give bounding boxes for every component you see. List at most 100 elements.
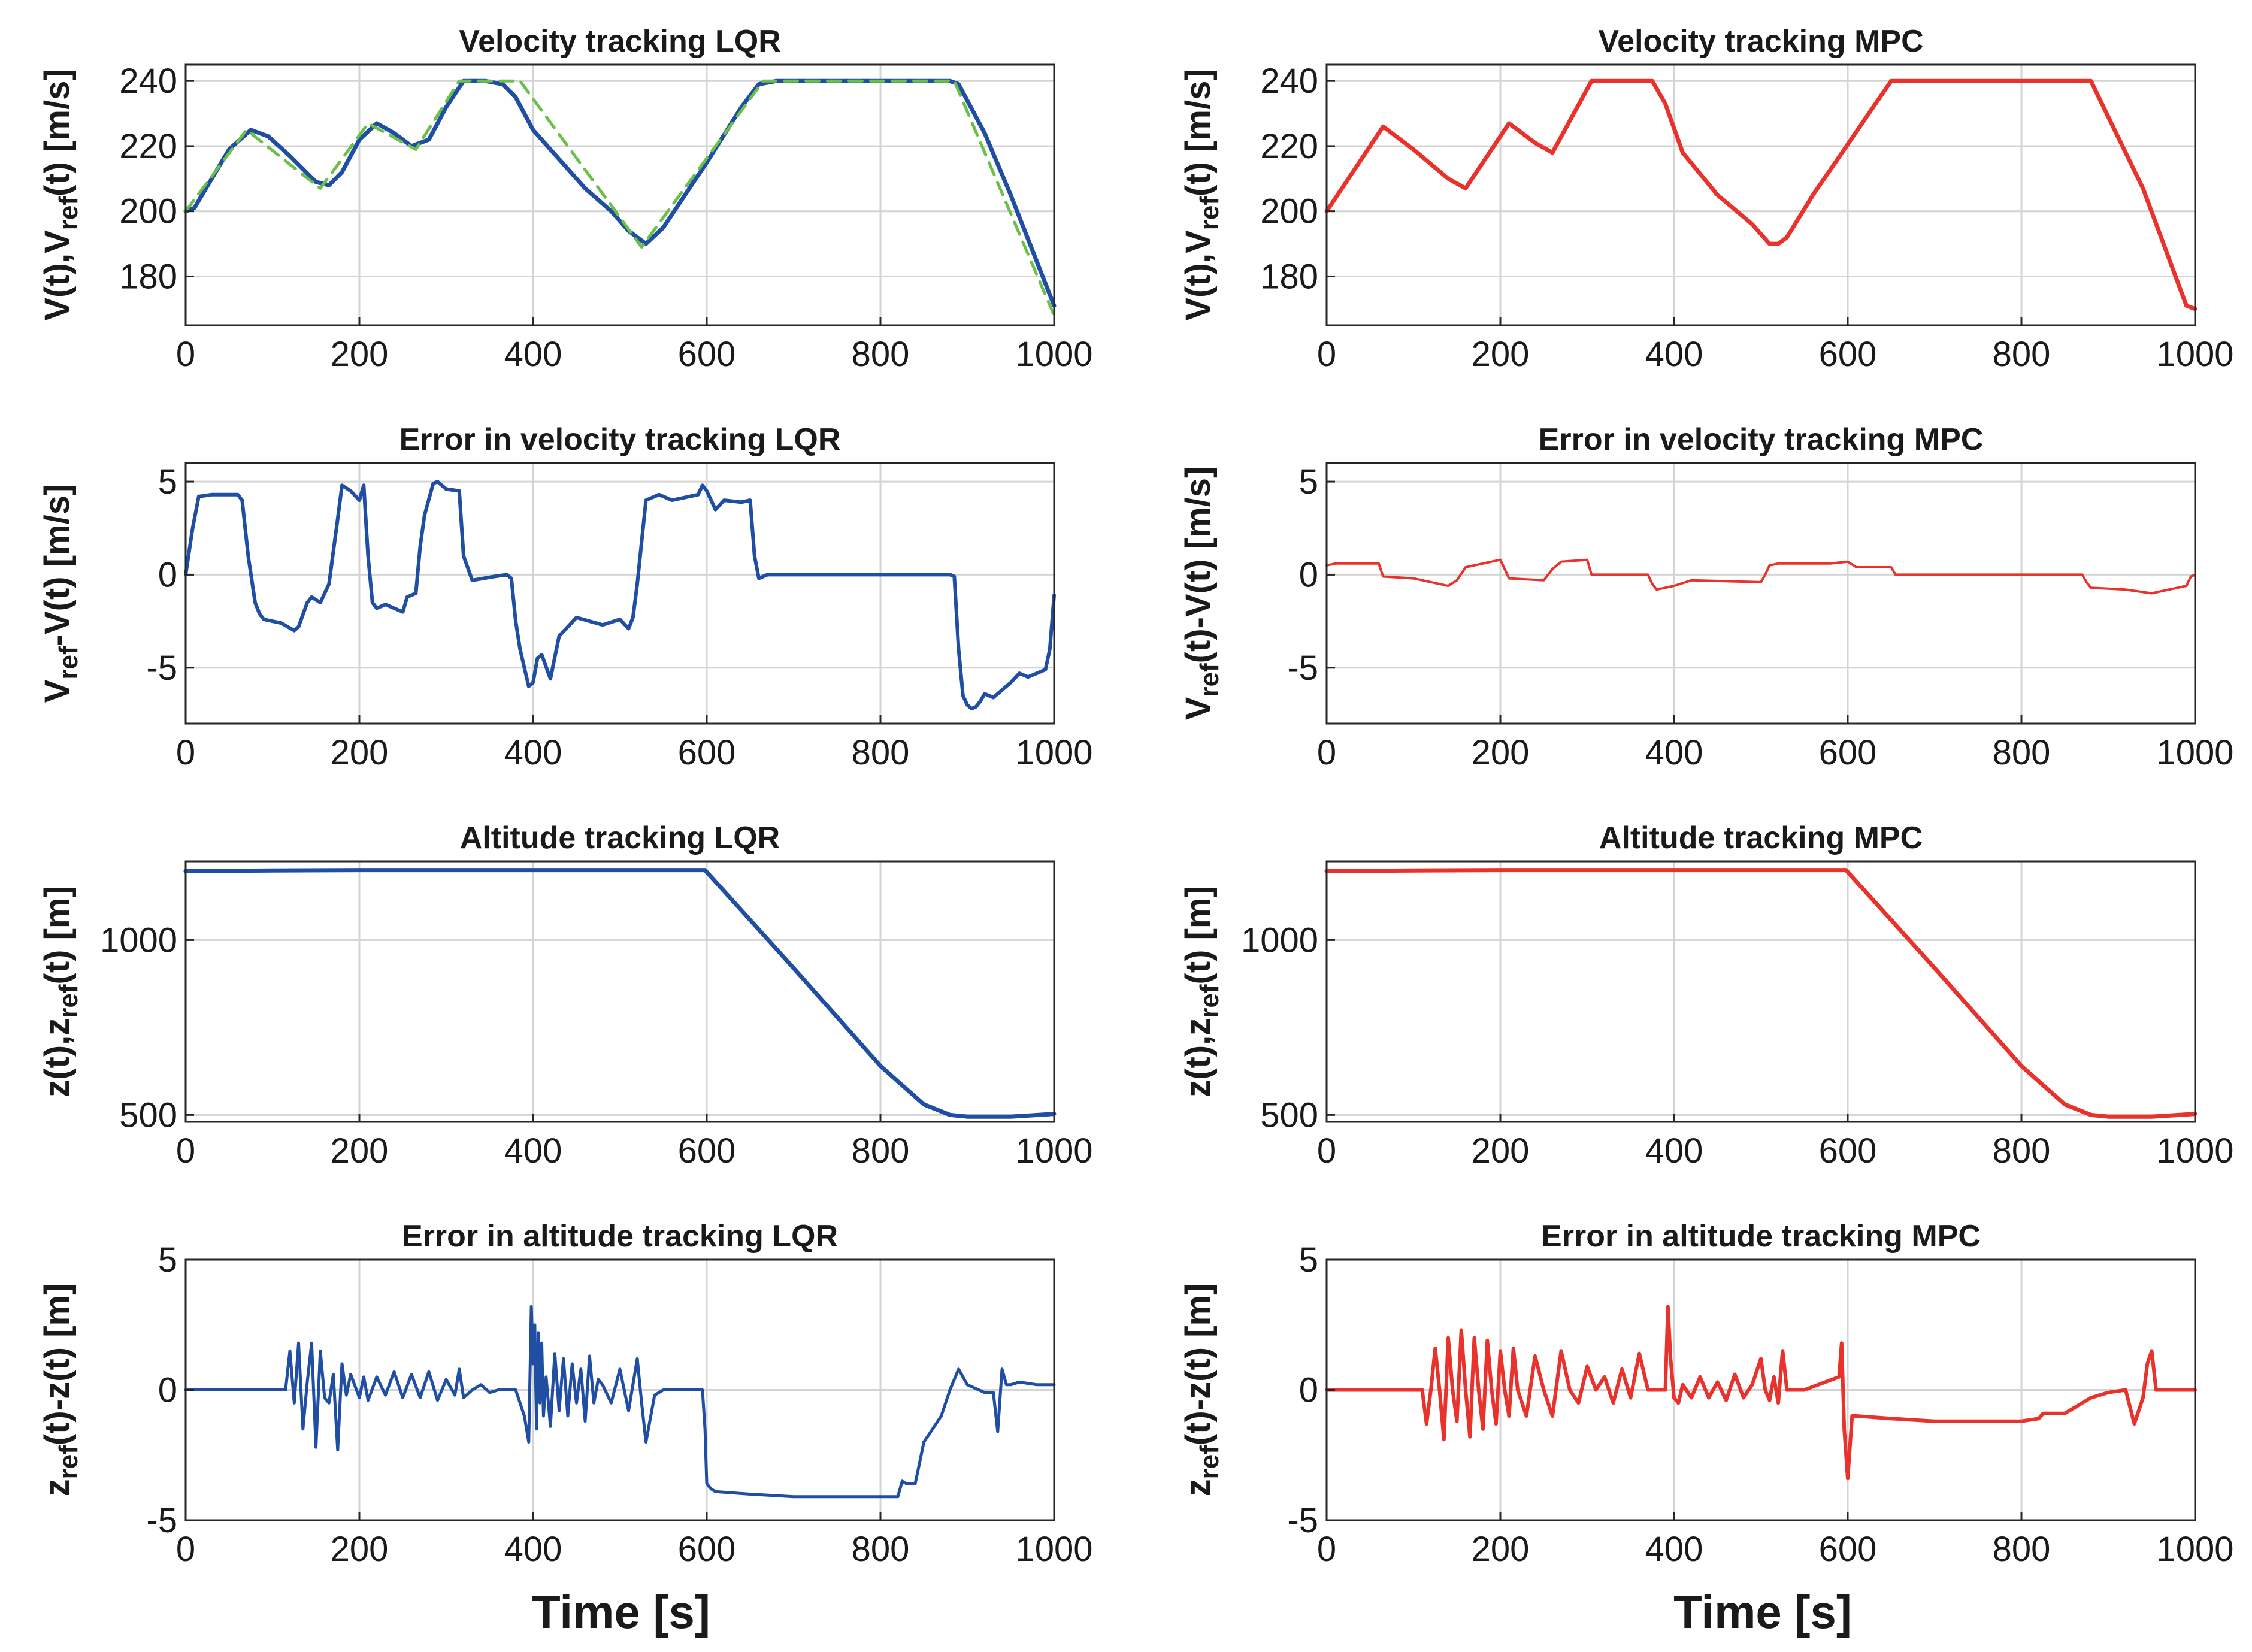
y-axis-label: V(t),Vref(t) [m/s] xyxy=(1179,69,1224,320)
chart-verr-mpc: 0 200 400 600 800 1000 -5 0 5 Error in velocity t… xyxy=(1179,422,2234,772)
axes-frame xyxy=(1325,860,2196,1123)
x-tick-label: 0 xyxy=(1317,1530,1336,1569)
y-tick-label: 5 xyxy=(1299,462,1318,501)
x-tick-label: 800 xyxy=(1993,1530,2051,1569)
x-tick-label: 800 xyxy=(852,335,910,374)
chart-alt-lqr: 0 200 400 600 800 1000 500 1000 Altitude trackin… xyxy=(38,821,1093,1170)
x-tick-label: 0 xyxy=(176,335,195,374)
axes-frame xyxy=(1325,63,2196,326)
x-tick-label: 200 xyxy=(1472,1131,1530,1170)
x-tick-label: 600 xyxy=(678,733,736,772)
axes-frame xyxy=(184,860,1055,1123)
x-tick-label: 200 xyxy=(331,1131,389,1170)
x-tick-label: 1000 xyxy=(1015,335,1092,374)
x-tick-label: 800 xyxy=(852,1131,910,1170)
y-tick-label: 180 xyxy=(119,257,177,296)
x-tick-label: 200 xyxy=(1472,733,1530,772)
y-axis-label: zref(t)-z(t) [m] xyxy=(38,1284,83,1497)
y-tick-label: 500 xyxy=(119,1096,177,1134)
x-tick-label: 200 xyxy=(1472,335,1530,374)
x-tick-label: 800 xyxy=(852,733,910,772)
series-line-error xyxy=(1325,558,2196,595)
series-line-v-t- xyxy=(1324,78,2197,311)
y-tick-label: 220 xyxy=(119,127,177,166)
x-tick-label: 0 xyxy=(1317,335,1336,374)
x-tick-label: 600 xyxy=(1819,1530,1877,1569)
y-tick-label: 180 xyxy=(1260,257,1318,296)
chart-title: Altitude tracking LQR xyxy=(460,821,780,855)
chart-title: Error in altitude tracking LQR xyxy=(402,1219,838,1254)
x-tick-label: 1000 xyxy=(2156,1530,2233,1569)
x-tick-label: 1000 xyxy=(2156,1131,2233,1170)
y-tick-label: 5 xyxy=(158,1240,177,1279)
x-axis-label-left: Time [s] xyxy=(532,1586,710,1638)
y-tick-label: -5 xyxy=(1287,1501,1318,1540)
chart-vel-mpc: 0 200 400 600 800 1000 180 200 220 240 Velocity tr… xyxy=(1179,24,2234,374)
chart-title: Velocity tracking LQR xyxy=(459,24,781,59)
series-line-v-ref-t- xyxy=(184,79,1056,317)
y-axis-label: V(t),Vref(t) [m/s] xyxy=(38,69,83,320)
y-tick-label: 0 xyxy=(1299,555,1318,594)
x-tick-label: 600 xyxy=(1819,733,1877,772)
x-tick-label: 400 xyxy=(504,1530,562,1569)
x-tick-label: 0 xyxy=(1317,1131,1336,1170)
x-tick-label: 200 xyxy=(1472,1530,1530,1569)
axes-frame xyxy=(1325,462,2196,725)
chart-title: Velocity tracking MPC xyxy=(1598,24,1923,59)
x-axis-label-right: Time [s] xyxy=(1673,1586,1852,1638)
y-tick-label: -5 xyxy=(1287,649,1318,688)
x-tick-label: 400 xyxy=(504,733,562,772)
chart-vel-lqr: 0 200 400 600 800 1000 180 200 220 240 Velocity tr… xyxy=(38,24,1093,374)
y-tick-label: 200 xyxy=(1260,192,1318,231)
axes-frame xyxy=(184,462,1055,725)
series-line-z-t- xyxy=(1324,868,2197,1119)
chart-title: Altitude tracking MPC xyxy=(1599,821,1923,855)
series-line-v-t- xyxy=(183,78,1057,308)
x-tick-label: 1000 xyxy=(1015,733,1092,772)
y-tick-label: 240 xyxy=(119,62,177,101)
x-tick-label: 1000 xyxy=(1015,1131,1092,1170)
x-tick-label: 400 xyxy=(1645,733,1703,772)
x-tick-label: 600 xyxy=(678,335,736,374)
x-tick-label: 800 xyxy=(1993,335,2051,374)
y-tick-label: 0 xyxy=(158,1371,177,1410)
x-tick-label: 400 xyxy=(1645,1131,1703,1170)
x-tick-label: 400 xyxy=(504,1131,562,1170)
y-axis-label: z(t),zref(t) [m] xyxy=(38,886,83,1097)
y-tick-label: -5 xyxy=(146,1501,177,1540)
x-tick-label: 1000 xyxy=(2156,733,2233,772)
panels: 0 200 400 600 800 1000 180 200 220 240 Velocity tr… xyxy=(38,24,2234,1569)
series-line-error xyxy=(184,480,1056,711)
x-tick-label: 1000 xyxy=(1015,1530,1092,1569)
x-tick-label: 400 xyxy=(1645,1530,1703,1569)
x-tick-label: 400 xyxy=(504,335,562,374)
x-tick-label: 600 xyxy=(678,1530,736,1569)
y-tick-label: 240 xyxy=(1260,62,1318,101)
y-tick-label: 5 xyxy=(1299,1240,1318,1279)
y-tick-label: 500 xyxy=(1260,1096,1318,1134)
x-tick-label: 400 xyxy=(1645,335,1703,374)
y-axis-label: zref(t)-z(t) [m] xyxy=(1179,1284,1224,1497)
y-tick-label: 0 xyxy=(158,555,177,594)
chart-alt-mpc: 0 200 400 600 800 1000 500 1000 Altitude trackin… xyxy=(1179,821,2234,1170)
chart-title: Error in velocity tracking MPC xyxy=(1539,422,1984,457)
x-tick-label: 800 xyxy=(852,1530,910,1569)
axes-frame xyxy=(184,63,1055,326)
y-axis-label: Vref-V(t) [m/s] xyxy=(38,484,83,703)
x-tick-label: 200 xyxy=(331,1530,389,1569)
x-tick-label: 600 xyxy=(678,1131,736,1170)
y-tick-label: 5 xyxy=(158,462,177,501)
x-tick-label: 200 xyxy=(331,733,389,772)
x-tick-label: 0 xyxy=(176,1530,195,1569)
y-tick-label: 0 xyxy=(1299,1371,1318,1410)
x-tick-label: 0 xyxy=(176,733,195,772)
series-line-error xyxy=(1325,1305,2197,1481)
y-axis-label: z(t),zref(t) [m] xyxy=(1179,886,1224,1097)
y-tick-label: -5 xyxy=(146,649,177,688)
x-tick-label: 1000 xyxy=(2156,335,2233,374)
x-tick-label: 600 xyxy=(1819,335,1877,374)
chart-verr-lqr: 0 200 400 600 800 1000 -5 0 5 Error in velocity t… xyxy=(38,422,1093,772)
x-tick-label: 800 xyxy=(1993,1131,2051,1170)
chart-title: Error in velocity tracking LQR xyxy=(399,422,841,457)
